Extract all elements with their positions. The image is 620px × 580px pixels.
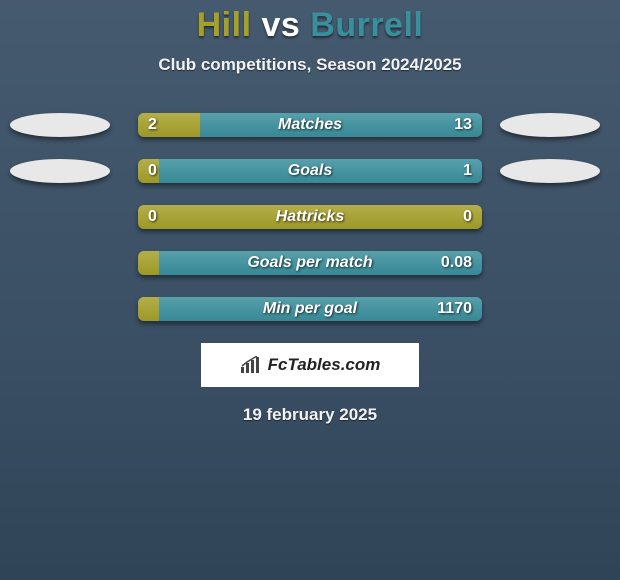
subtitle: Club competitions, Season 2024/2025	[0, 55, 620, 75]
player1-badge	[10, 159, 110, 183]
stat-right-value: 13	[454, 113, 472, 137]
comparison-title: Hill vs Burrell	[0, 0, 620, 45]
stat-right-value: 1170	[437, 297, 472, 321]
stat-rows: 2Matches130Goals10Hattricks0Goals per ma…	[0, 113, 620, 321]
stat-right-value: 0.08	[441, 251, 472, 275]
player1-name: Hill	[197, 6, 252, 44]
player1-badge	[10, 113, 110, 137]
stat-bar: 2Matches13	[138, 113, 482, 137]
stat-bar: Min per goal1170	[138, 297, 482, 321]
vs-text: vs	[261, 6, 300, 44]
date-text: 19 february 2025	[0, 405, 620, 425]
stat-label: Goals	[138, 159, 482, 183]
stat-label: Min per goal	[138, 297, 482, 321]
stat-row: Min per goal1170	[0, 297, 620, 321]
stat-bar: Goals per match0.08	[138, 251, 482, 275]
stat-right-value: 0	[463, 205, 472, 229]
logo-text: FcTables.com	[268, 355, 381, 375]
stat-row: 2Matches13	[0, 113, 620, 137]
player2-name: Burrell	[310, 6, 423, 44]
player2-badge	[500, 113, 600, 137]
logo-box: FcTables.com	[201, 343, 419, 387]
stat-row: 0Goals1	[0, 159, 620, 183]
stat-label: Matches	[138, 113, 482, 137]
stat-bar: 0Hattricks0	[138, 205, 482, 229]
stat-row: Goals per match0.08	[0, 251, 620, 275]
player2-badge	[500, 159, 600, 183]
chart-icon	[240, 356, 262, 374]
stat-label: Hattricks	[138, 205, 482, 229]
stat-label: Goals per match	[138, 251, 482, 275]
stat-bar: 0Goals1	[138, 159, 482, 183]
stat-row: 0Hattricks0	[0, 205, 620, 229]
stat-right-value: 1	[463, 159, 472, 183]
